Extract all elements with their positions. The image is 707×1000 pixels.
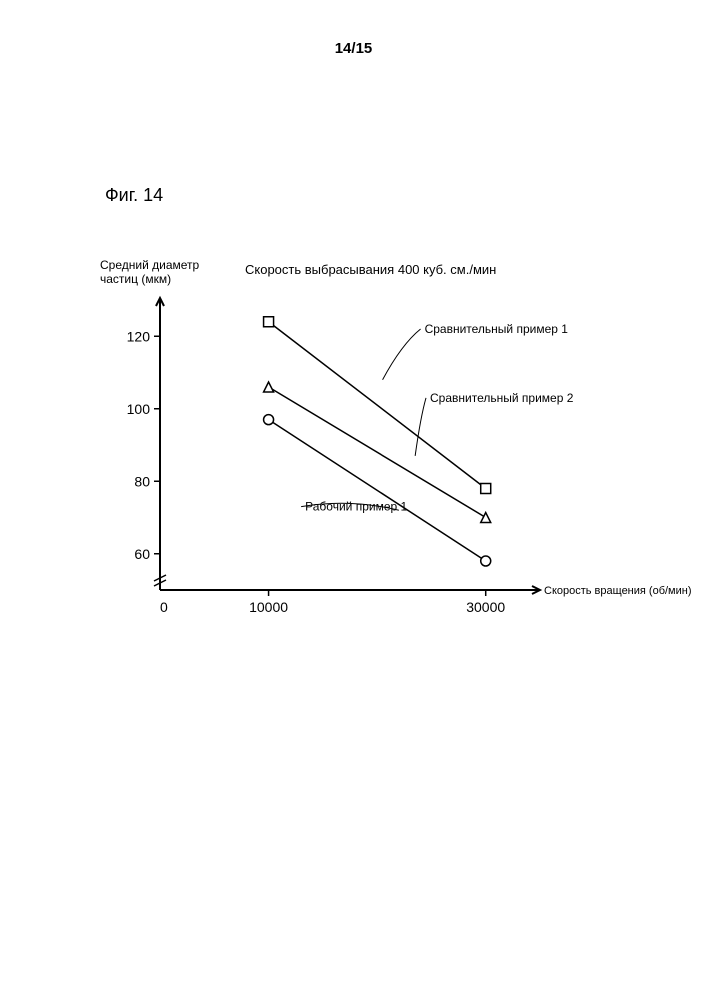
x-tick-label: 0 [160, 599, 168, 615]
series-line [269, 387, 486, 518]
marker-triangle-icon [481, 513, 491, 523]
leader-line [383, 329, 421, 380]
marker-circle-icon [264, 415, 274, 425]
page-number: 14/15 [0, 40, 707, 57]
chart-plot: 60 80 100 120 0 10000 30000 Скорость вращения (… [100, 290, 707, 630]
y-axis-label-line1: Средний диаметр [100, 258, 199, 272]
series-label: Сравнительный пример 1 [425, 322, 569, 336]
x-axis-label: Скорость вращения (об/мин) [544, 585, 692, 597]
x-tick-label: 10000 [249, 599, 288, 615]
y-tick-label: 120 [127, 328, 151, 344]
figure-title: Фиг. 14 [105, 185, 163, 206]
marker-circle-icon [481, 556, 491, 566]
marker-square-icon [481, 484, 491, 494]
x-tick-label: 30000 [466, 599, 505, 615]
chart-subtitle: Скорость выбрасывания 400 куб. см./мин [245, 262, 496, 277]
page: 14/15 Фиг. 14 Средний диаметр частиц (мк… [0, 0, 707, 1000]
series-label: Рабочий пример 1 [305, 500, 407, 514]
leader-line [415, 398, 426, 456]
series-line [269, 420, 486, 561]
y-tick-label: 100 [127, 401, 151, 417]
series-line [269, 322, 486, 489]
y-tick-label: 60 [134, 546, 150, 562]
marker-triangle-icon [264, 382, 274, 392]
y-tick-label: 80 [134, 473, 150, 489]
y-axis-label-line2: частиц (мкм) [100, 272, 171, 286]
series-label: Сравнительный пример 2 [430, 391, 574, 405]
marker-square-icon [264, 317, 274, 327]
